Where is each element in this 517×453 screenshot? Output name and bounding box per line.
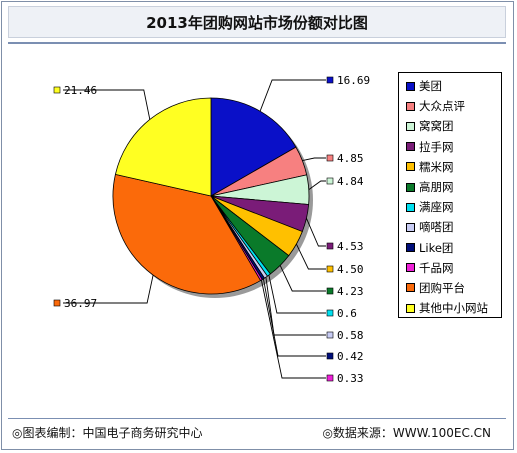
legend-item: Like团: [406, 238, 501, 258]
data-label: 36.97: [64, 297, 97, 310]
legend-swatch: [406, 303, 415, 313]
leader-line: [295, 243, 326, 270]
legend-label: Like团: [419, 240, 454, 255]
legend-label: 窝窝团: [419, 119, 454, 134]
leader-line: [259, 79, 326, 112]
data-label: 4.23: [337, 285, 364, 298]
title-divider: [8, 42, 506, 44]
pie-slice: [112, 173, 262, 295]
legend-swatch: [406, 263, 415, 273]
legend-item: 窝窝团: [406, 116, 501, 136]
leader-line: [63, 89, 151, 120]
legend-swatch: [406, 121, 415, 131]
leader-line: [268, 275, 326, 314]
legend-item: 千品网: [406, 258, 501, 278]
footer-data-source: ◎数据来源：WWW.100EC.CN: [322, 426, 491, 440]
data-label: 0.42: [337, 350, 364, 363]
leader-line: [279, 265, 326, 292]
data-label: 16.69: [337, 74, 370, 87]
label-marker: [326, 331, 334, 339]
legend-swatch: [406, 222, 415, 232]
data-label: 4.84: [337, 175, 364, 188]
leader-line: [262, 278, 326, 357]
label-marker: [53, 299, 61, 307]
data-label: 21.46: [64, 84, 97, 97]
legend-swatch: [406, 162, 415, 172]
legend-label: 满座网: [419, 200, 454, 215]
data-label: 0.58: [337, 329, 364, 342]
data-label: 0.33: [337, 372, 364, 385]
legend-item: 大众点评: [406, 96, 501, 116]
legend-label: 糯米网: [419, 159, 454, 174]
legend-item: 嘀嗒团: [406, 217, 501, 237]
legend-label: 团购平台: [419, 280, 465, 295]
label-marker: [53, 86, 61, 94]
pie-slice: [114, 97, 212, 197]
chart-title: 2013年团购网站市场份额对比图: [146, 13, 368, 32]
label-marker: [326, 287, 334, 295]
legend: 美团大众点评窝窝团拉手网糯米网高朋网满座网嘀嗒团 Like团千品网团购平台其他中小…: [398, 72, 502, 318]
data-label: 0.6: [337, 307, 357, 320]
legend-swatch: [406, 142, 415, 152]
leader-line: [260, 280, 326, 379]
legend-swatch: [406, 283, 415, 293]
legend-item: 拉手网: [406, 137, 501, 157]
leader-line: [305, 218, 326, 247]
leader-line: [302, 157, 326, 162]
data-label: 4.85: [337, 152, 364, 165]
label-marker: [326, 177, 334, 185]
label-marker: [326, 154, 334, 162]
legend-label: 其他中小网站: [419, 301, 488, 316]
data-label: 4.53: [337, 240, 364, 253]
legend-swatch: [406, 182, 415, 192]
label-marker: [326, 309, 334, 317]
legend-swatch: [406, 81, 415, 91]
legend-item: 糯米网: [406, 157, 501, 177]
label-marker: [326, 265, 334, 273]
label-marker: [326, 242, 334, 250]
legend-swatch: [406, 202, 415, 212]
legend-label: 高朋网: [419, 180, 454, 195]
legend-label: 拉手网: [419, 139, 454, 154]
legend-item: 其他中小网站: [406, 298, 501, 318]
data-label: 4.50: [337, 263, 364, 276]
legend-item: 团购平台: [406, 278, 501, 298]
pie-slice: [210, 97, 297, 197]
legend-label: 美团: [419, 79, 442, 94]
label-marker: [326, 352, 334, 360]
label-marker: [326, 374, 334, 382]
label-marker: [326, 76, 334, 84]
leader-line: [63, 275, 154, 304]
legend-item: 高朋网: [406, 177, 501, 197]
legend-label: 大众点评: [419, 99, 465, 114]
leader-line: [265, 277, 326, 336]
footer-source-editor: ◎图表编制：中国电子商务研究中心: [12, 426, 203, 440]
footer-divider: [8, 418, 506, 419]
legend-item: 满座网: [406, 197, 501, 217]
legend-swatch: [406, 243, 415, 253]
legend-item: 美团: [406, 76, 501, 96]
title-bar: 2013年团购网站市场份额对比图: [8, 6, 506, 38]
legend-label: 嘀嗒团: [419, 220, 454, 235]
leader-line: [308, 180, 326, 190]
legend-label: 千品网: [419, 260, 454, 275]
legend-swatch: [406, 101, 415, 111]
